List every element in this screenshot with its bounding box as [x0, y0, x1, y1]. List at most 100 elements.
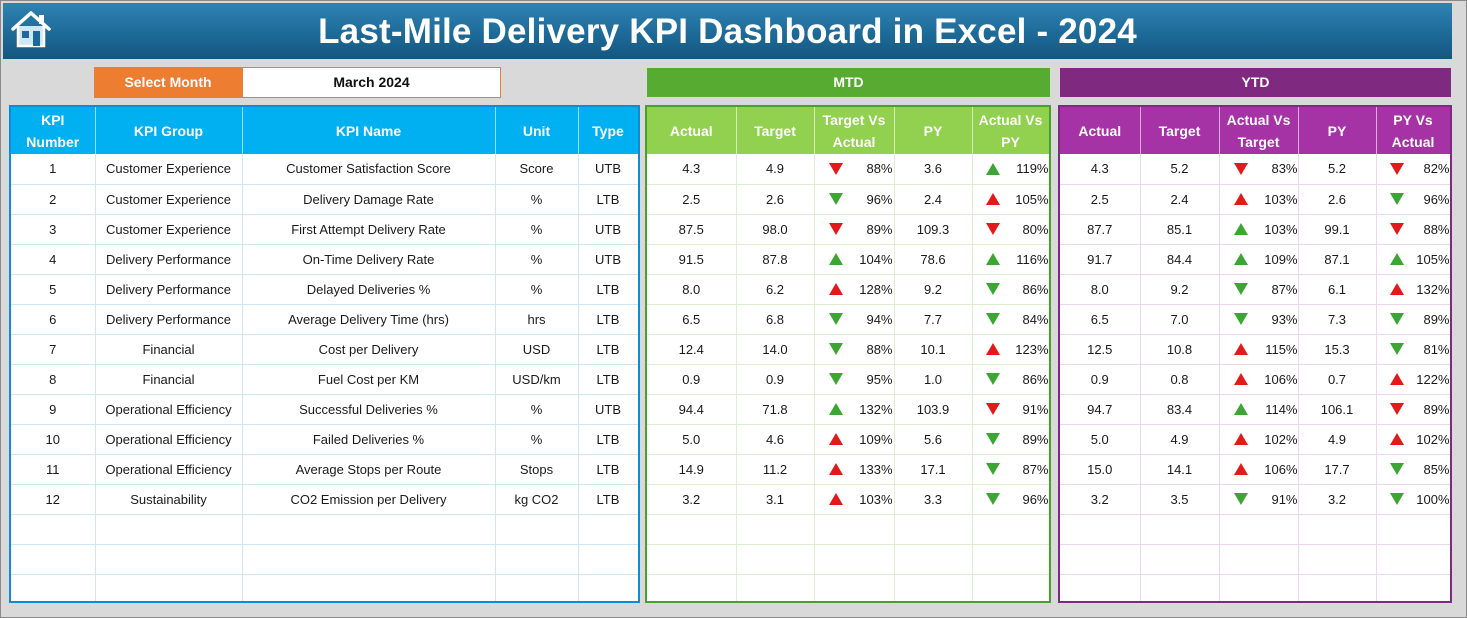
table-row: 7 Financial Cost per Delivery USD LTB	[11, 334, 638, 365]
triangle-down-icon	[1387, 402, 1407, 416]
empty-row	[647, 514, 1049, 545]
table-row: 87.5 98.0 89% 109.3 80%	[647, 214, 1049, 245]
triangle-down-icon	[983, 432, 1004, 446]
mtd-actual-vs-py-cell-value: 86%	[1022, 281, 1049, 297]
empty-row	[11, 544, 638, 575]
mtd-target-cell: 2.6	[736, 184, 815, 215]
triangle-down-icon	[983, 492, 1004, 506]
kpi-number-cell: 9	[11, 394, 96, 425]
ytd-actual-cell: 5.0	[1060, 424, 1141, 455]
mtd-target-cell: 87.8	[736, 244, 815, 275]
ytd-header: PY	[1298, 107, 1377, 154]
empty-cell	[1376, 574, 1450, 601]
triangle-up-icon	[1230, 402, 1252, 416]
ytd-py-vs-actual-cell-value: 82%	[1423, 161, 1450, 177]
mtd-target-vs-actual-cell-wrap: 95%	[815, 372, 894, 387]
kpi-unit-cell: Stops	[495, 454, 579, 485]
empty-row	[11, 514, 638, 545]
mtd-target-vs-actual-cell: 103%	[814, 484, 895, 515]
triangle-up-icon	[825, 432, 847, 446]
mtd-actual-cell: 3.2	[647, 484, 737, 515]
ytd-py-cell: 4.9	[1298, 424, 1377, 455]
empty-cell	[242, 514, 496, 545]
mtd-header: Actual Vs PY	[972, 107, 1049, 154]
triangle-up-icon	[983, 192, 1004, 206]
ytd-py-vs-actual-cell-value: 105%	[1416, 251, 1450, 267]
mtd-actual-vs-py-cell-value: 116%	[1016, 251, 1049, 267]
page-title: Last-Mile Delivery KPI Dashboard in Exce…	[318, 12, 1137, 51]
kpi-number-cell: 1	[11, 154, 96, 185]
table-row: 8.0 9.2 87% 6.1 132%	[1060, 274, 1450, 305]
ytd-target-cell: 9.2	[1140, 274, 1220, 305]
mtd-actual-vs-py-cell: 87%	[972, 454, 1049, 485]
ytd-target-cell: 85.1	[1140, 214, 1220, 245]
table-row: 2 Customer Experience Delivery Damage Rate…	[11, 184, 638, 215]
mtd-table: Actual Target Target Vs Actual PY Actual Vs …	[647, 107, 1049, 601]
empty-cell	[894, 544, 973, 575]
mtd-actual-vs-py-cell: 123%	[972, 334, 1049, 365]
triangle-up-icon	[983, 162, 1004, 176]
ytd-actual-vs-target-cell: 83%	[1219, 154, 1299, 185]
kpi-type-cell: LTB	[578, 274, 638, 305]
kpi-type-cell: UTB	[578, 154, 638, 185]
mtd-actual-vs-py-cell: 91%	[972, 394, 1049, 425]
table-row: 0.9 0.8 106% 0.7 122%	[1060, 364, 1450, 395]
empty-cell	[1060, 544, 1141, 575]
mtd-actual-vs-py-cell: 105%	[972, 184, 1049, 215]
kpi-info-header: Type	[578, 107, 638, 154]
empty-cell	[1219, 544, 1299, 575]
kpi-type-cell: LTB	[578, 304, 638, 335]
kpi-name-cell: Average Stops per Route	[242, 454, 496, 485]
mtd-actual-vs-py-cell-wrap: 116%	[973, 251, 1049, 267]
ytd-actual-vs-target-cell-value: 83%	[1271, 161, 1298, 177]
mtd-target-vs-actual-cell-wrap: 88%	[815, 342, 894, 357]
triangle-up-icon	[1230, 462, 1252, 476]
kpi-unit-cell: Score	[495, 154, 579, 185]
kpi-type-cell: UTB	[578, 214, 638, 245]
ytd-actual-vs-target-cell-value: 103%	[1264, 221, 1298, 237]
triangle-up-icon	[1387, 372, 1407, 386]
home-icon[interactable]	[9, 7, 53, 51]
ytd-py-vs-actual-cell-wrap: 82%	[1377, 161, 1450, 177]
empty-row	[11, 574, 638, 601]
ytd-actual-vs-target-cell: 103%	[1219, 184, 1299, 215]
ytd-py-vs-actual-cell-wrap: 105%	[1377, 251, 1450, 267]
empty-cell	[242, 544, 496, 575]
ytd-py-vs-actual-cell: 82%	[1376, 154, 1450, 185]
empty-cell	[1060, 514, 1141, 545]
ytd-actual-vs-target-cell-value: 106%	[1264, 371, 1298, 387]
kpi-number-cell: 10	[11, 424, 96, 455]
kpi-group-cell: Financial	[95, 334, 243, 365]
mtd-target-cell: 6.2	[736, 274, 815, 305]
mtd-actual-vs-py-cell-value: 123%	[1015, 341, 1049, 357]
mtd-actual-vs-py-cell: 84%	[972, 304, 1049, 335]
table-row: 1 Customer Experience Customer Satisfactio…	[11, 154, 638, 185]
ytd-actual-cell: 94.7	[1060, 394, 1141, 425]
ytd-py-cell: 5.2	[1298, 154, 1377, 185]
kpi-group-cell: Operational Efficiency	[95, 394, 243, 425]
table-row: 8 Financial Fuel Cost per KM USD/km LTB	[11, 364, 638, 395]
triangle-down-icon	[983, 222, 1004, 236]
kpi-type-cell: LTB	[578, 424, 638, 455]
triangle-up-icon	[1230, 252, 1252, 266]
ytd-actual-vs-target-cell-value: 103%	[1264, 191, 1298, 207]
ytd-py-cell: 3.2	[1298, 484, 1377, 515]
empty-cell	[814, 544, 895, 575]
ytd-py-cell: 6.1	[1298, 274, 1377, 305]
mtd-actual-vs-py-cell: 86%	[972, 364, 1049, 395]
month-dropdown[interactable]: March 2024	[242, 67, 501, 98]
mtd-target-vs-actual-cell-value: 132%	[859, 401, 893, 417]
empty-cell	[894, 574, 973, 601]
ytd-py-vs-actual-cell-value: 81%	[1423, 341, 1450, 357]
kpi-number-cell: 12	[11, 484, 96, 515]
table-row: 3.2 3.5 91% 3.2 100%	[1060, 484, 1450, 515]
ytd-actual-vs-target-cell: 103%	[1219, 214, 1299, 245]
triangle-down-icon	[825, 192, 847, 206]
triangle-up-icon	[825, 462, 847, 476]
kpi-group-cell: Operational Efficiency	[95, 424, 243, 455]
ytd-actual-vs-target-cell-wrap: 83%	[1220, 161, 1298, 177]
ytd-py-vs-actual-cell-value: 122%	[1416, 371, 1450, 387]
mtd-actual-cell: 2.5	[647, 184, 737, 215]
empty-cell	[1060, 574, 1141, 601]
mtd-target-cell: 6.8	[736, 304, 815, 335]
